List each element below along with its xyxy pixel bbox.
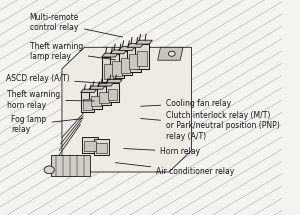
Polygon shape	[158, 47, 183, 60]
Polygon shape	[80, 89, 97, 92]
Bar	[82, 137, 98, 153]
Bar	[112, 61, 122, 76]
Bar	[102, 57, 115, 82]
Bar	[108, 89, 117, 100]
Polygon shape	[98, 83, 114, 86]
Bar	[99, 92, 109, 103]
Bar	[89, 89, 103, 109]
Polygon shape	[106, 80, 122, 83]
Bar	[80, 92, 94, 112]
Bar	[84, 141, 96, 150]
Bar	[137, 51, 147, 66]
Text: Clutch interlock relay (M/T)
or Park/neutral position (PNP)
relay (A/T): Clutch interlock relay (M/T) or Park/neu…	[141, 111, 280, 141]
Text: ASCD relay (A/T): ASCD relay (A/T)	[6, 74, 107, 84]
Polygon shape	[51, 155, 90, 176]
Circle shape	[168, 51, 175, 56]
Bar	[91, 96, 100, 106]
Text: Cooling fan relay: Cooling fan relay	[141, 99, 231, 108]
Polygon shape	[118, 47, 135, 51]
Text: Fog lamp
relay: Fog lamp relay	[11, 115, 83, 134]
Polygon shape	[89, 86, 105, 89]
Text: Theft warning
horn relay: Theft warning horn relay	[7, 90, 94, 110]
Bar	[121, 58, 130, 73]
Bar	[96, 143, 107, 153]
Text: Multi-remote
control relay: Multi-remote control relay	[30, 13, 123, 37]
Polygon shape	[102, 53, 118, 57]
Bar	[106, 83, 119, 102]
Bar	[98, 86, 111, 105]
Bar	[103, 64, 113, 79]
Bar	[127, 47, 140, 72]
Bar	[135, 44, 149, 69]
Bar	[94, 139, 109, 155]
Polygon shape	[135, 40, 152, 44]
Polygon shape	[62, 47, 191, 172]
Polygon shape	[127, 43, 144, 47]
Bar	[82, 99, 92, 110]
Text: Horn relay: Horn relay	[124, 147, 200, 156]
Bar	[118, 51, 132, 75]
Polygon shape	[110, 50, 127, 54]
Bar	[110, 54, 124, 78]
Text: Air conditioner relay: Air conditioner relay	[116, 163, 235, 177]
Text: Theft warning
lamp relay: Theft warning lamp relay	[30, 42, 116, 61]
Circle shape	[44, 166, 54, 174]
Bar	[129, 54, 139, 69]
